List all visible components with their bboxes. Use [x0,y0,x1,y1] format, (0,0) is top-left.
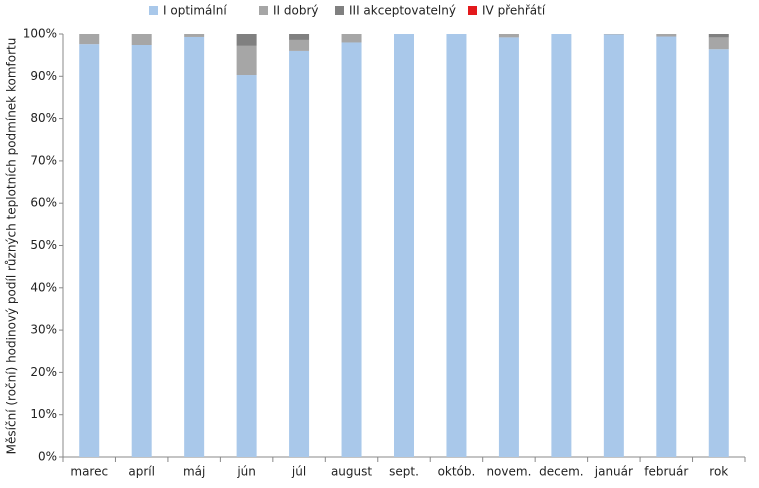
y-tick-label: 50% [30,238,57,252]
y-tick-label: 0% [38,450,57,464]
bar-segment [446,34,467,457]
y-tick-label: 60% [30,196,57,210]
y-tick-label: 30% [30,323,57,337]
bar-segment [131,34,152,45]
bar-segment [603,34,624,457]
bar-segment [131,44,152,458]
x-tick-label: jún [236,465,256,479]
legend-swatch [149,6,158,15]
bar-segment [289,50,310,458]
y-tick-label: 20% [30,365,57,379]
bar-segment [236,75,257,457]
y-axis-label: Měsíční (roční) hodinový podíl různých t… [5,38,19,455]
bar-segment [341,42,362,458]
x-tick-label: rok [709,465,728,479]
bar-segment [551,34,572,457]
bar-segment [236,45,257,76]
bar-segment [79,34,100,45]
bar-segment [289,34,310,40]
y-tick-label: 70% [30,153,57,167]
x-tick-label: august [331,465,372,479]
y-tick-label: 100% [23,27,57,41]
x-tick-label: február [644,465,688,479]
bar-segment [184,36,205,457]
bar-segment [79,44,100,457]
x-tick-label: decem. [539,465,583,479]
x-tick-label: marec [70,465,108,479]
bar-segment [498,34,519,38]
legend-swatch [259,6,268,15]
x-tick-label: január [594,465,633,479]
bar-segment [394,34,414,457]
bar-segment [341,34,362,43]
bar-segment [708,37,729,50]
bar-segment [289,39,310,51]
x-tick-label: novem. [486,465,531,479]
legend-label: I optimální [163,4,227,18]
legend-swatch [468,6,477,15]
y-tick-label: 10% [30,407,57,421]
x-tick-label: máj [183,465,205,479]
bar-segment [184,34,205,37]
x-tick-label: októb. [438,465,476,479]
legend-label: III akceptovatelný [349,4,456,18]
bar-segment [656,34,677,37]
x-tick-label: júl [291,465,306,479]
x-tick-label: apríl [128,465,155,479]
bar-segment [236,34,257,46]
bar-segment [708,49,729,458]
legend-swatch [335,6,344,15]
bar-segment [498,37,519,457]
bar-segment [656,36,677,458]
x-tick-label: sept. [389,465,419,479]
legend-label: II dobrý [273,4,319,18]
y-tick-label: 40% [30,280,57,294]
bar-segment [708,34,729,38]
y-tick-label: 80% [30,111,57,125]
y-tick-label: 90% [30,69,57,83]
legend-label: IV přehřátí [482,4,546,18]
